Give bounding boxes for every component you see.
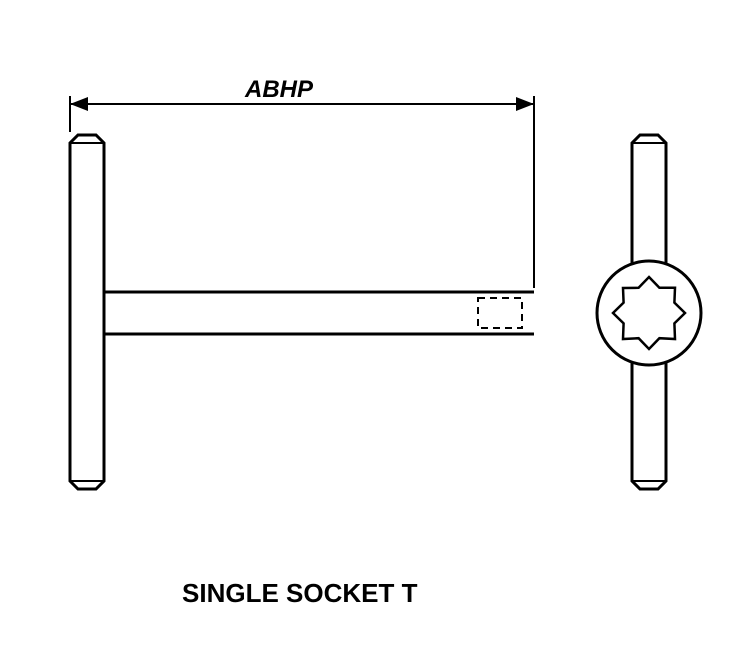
technical-drawing-svg xyxy=(0,0,748,660)
front-view xyxy=(70,135,534,489)
diagram-container: ABHP SINGLE SOCKET T xyxy=(0,0,748,660)
front-handle xyxy=(70,135,104,489)
end-view xyxy=(597,135,701,489)
dimension-label: ABHP xyxy=(245,76,313,104)
socket-star xyxy=(613,277,685,349)
dimension-line-group xyxy=(70,96,534,288)
front-shaft xyxy=(104,292,534,334)
caption-label: SINGLE SOCKET T xyxy=(182,578,417,609)
socket-hidden-lines xyxy=(478,298,522,328)
